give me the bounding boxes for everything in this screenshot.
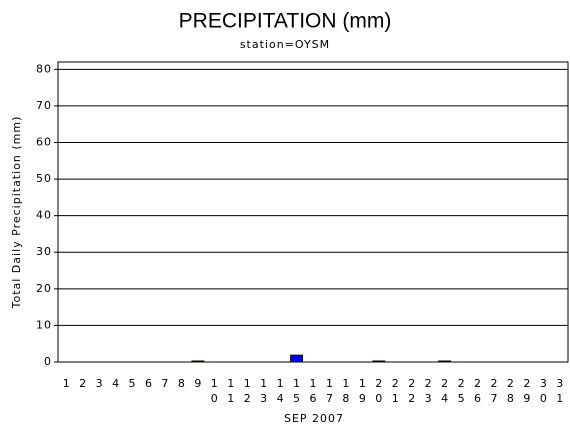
x-tick-label: 30 — [537, 377, 550, 407]
y-tick-label: 0 — [44, 355, 52, 368]
x-tick-label: 7 — [158, 377, 171, 392]
bar — [372, 360, 386, 363]
x-tick-label: 4 — [109, 377, 122, 392]
chart-subtitle: station=OYSM — [240, 38, 330, 51]
x-tick-label: 6 — [142, 377, 155, 392]
x-axis-label: SEP 2007 — [284, 412, 344, 425]
x-tick-label: 28 — [504, 377, 517, 407]
x-tick-label: 8 — [175, 377, 188, 392]
chart-title: PRECIPITATION (mm) — [179, 10, 392, 33]
x-tick-label: 3 — [93, 377, 106, 392]
x-tick-label: 1 — [60, 377, 73, 392]
x-tick-label: 18 — [339, 377, 352, 407]
x-tick-label: 19 — [356, 377, 369, 407]
x-tick-label: 29 — [520, 377, 533, 407]
y-tick-label: 80 — [36, 62, 52, 75]
plot-frame — [57, 61, 569, 363]
x-tick-label: 20 — [372, 377, 385, 407]
x-tick-label: 25 — [455, 377, 468, 407]
x-tick-label: 13 — [257, 377, 270, 407]
x-tick-label: 17 — [323, 377, 336, 407]
x-tick-label: 12 — [241, 377, 254, 407]
y-tick-label: 60 — [36, 135, 52, 148]
x-tick-label: 16 — [307, 377, 320, 407]
y-tick-label: 20 — [36, 282, 52, 295]
y-tick-label: 30 — [36, 245, 52, 258]
bar — [438, 360, 452, 363]
y-tick-label: 70 — [36, 99, 52, 112]
x-tick-label: 9 — [191, 377, 204, 392]
x-tick-label: 21 — [389, 377, 402, 407]
x-tick-label: 27 — [487, 377, 500, 407]
x-tick-label: 22 — [405, 377, 418, 407]
x-tick-label: 31 — [553, 377, 566, 407]
x-tick-label: 26 — [471, 377, 484, 407]
x-tick-label: 11 — [224, 377, 237, 407]
y-tick-label: 40 — [36, 209, 52, 222]
bar — [191, 360, 205, 363]
y-axis-label: Total Daily Precipitation (mm) — [10, 116, 23, 310]
y-tick-label: 10 — [36, 318, 52, 331]
x-tick-label: 15 — [290, 377, 303, 407]
x-tick-label: 5 — [126, 377, 139, 392]
x-tick-label: 23 — [422, 377, 435, 407]
x-tick-label: 10 — [208, 377, 221, 407]
x-tick-label: 24 — [438, 377, 451, 407]
bar — [290, 354, 303, 363]
y-tick-label: 50 — [36, 172, 52, 185]
x-tick-label: 2 — [76, 377, 89, 392]
x-tick-label: 14 — [274, 377, 287, 407]
